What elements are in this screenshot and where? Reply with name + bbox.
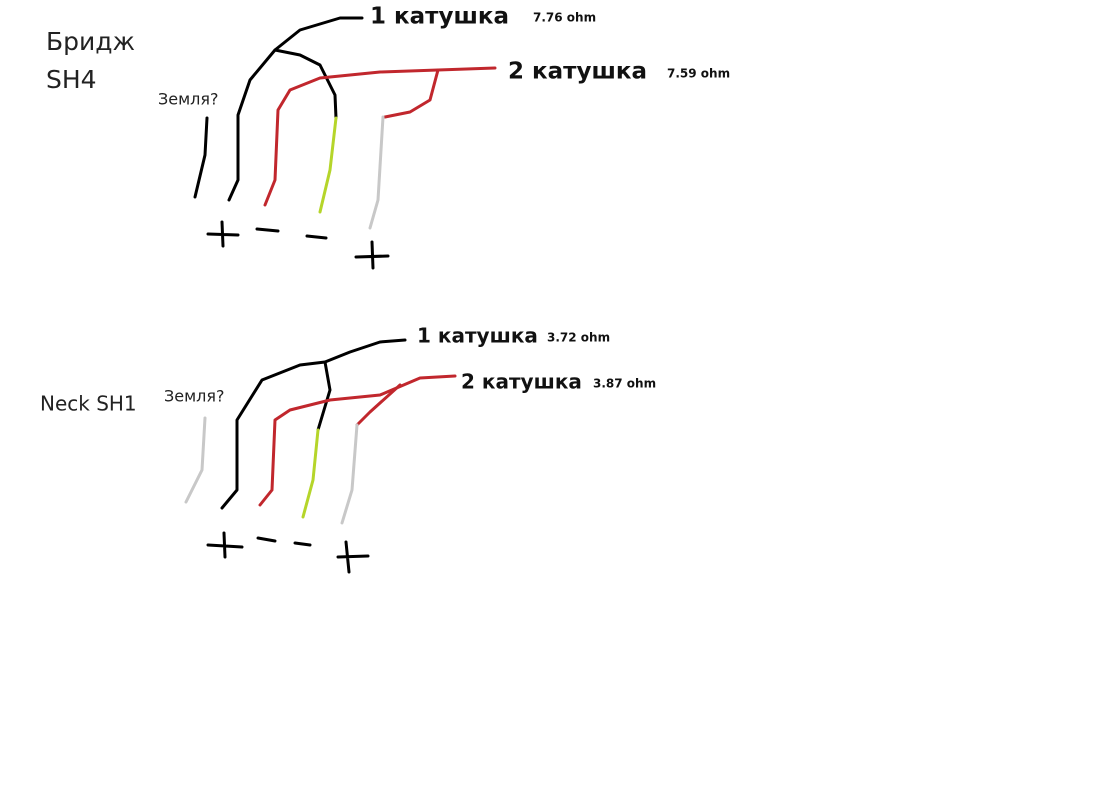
resistance: 3.72 ohm — [547, 331, 610, 345]
wires — [184, 338, 457, 525]
ground-label: Земля? — [164, 387, 225, 406]
coil-label: 2 катушка — [508, 59, 647, 85]
resistance: 7.59 ohm — [667, 67, 730, 81]
wires — [193, 16, 497, 230]
title: Neck SH1 — [40, 392, 137, 416]
coil-label: 2 катушка — [461, 370, 582, 394]
ground-label: Земля? — [158, 90, 219, 109]
coil-label: 1 катушка — [417, 324, 538, 348]
title: Бридж — [46, 27, 135, 56]
resistance: 3.87 ohm — [593, 377, 656, 391]
coil-label: 1 катушка — [370, 4, 509, 30]
polarity-marks — [206, 531, 370, 574]
title: SH4 — [46, 65, 97, 94]
resistance: 7.76 ohm — [533, 11, 596, 25]
polarity-marks — [206, 220, 390, 270]
